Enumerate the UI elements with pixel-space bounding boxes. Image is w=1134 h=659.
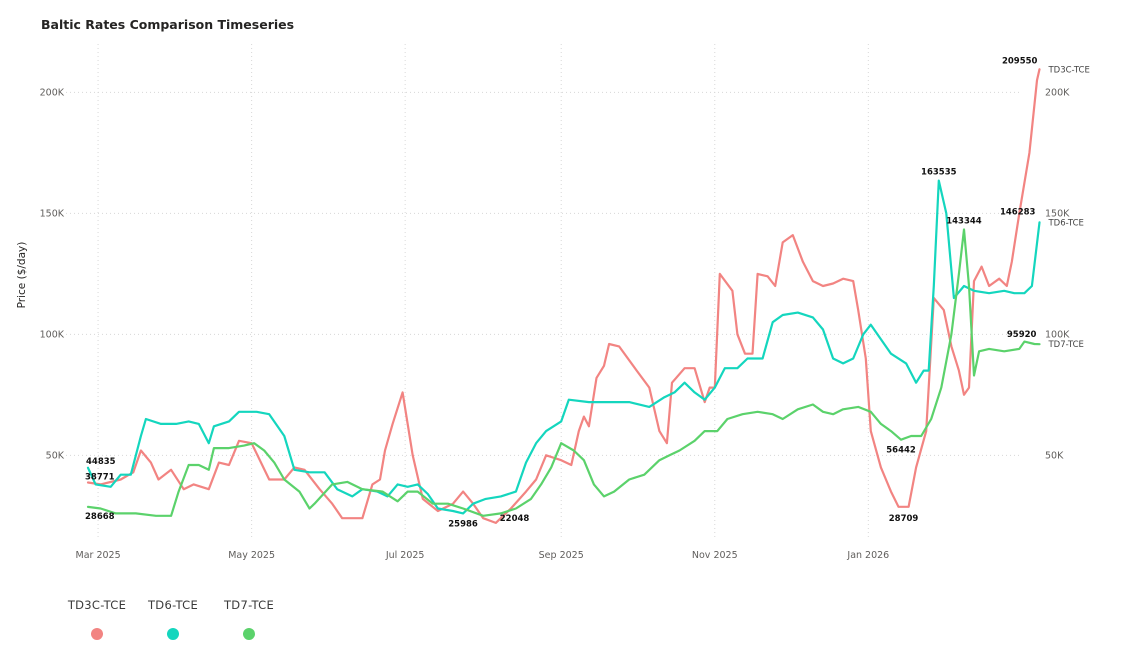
data-label: 95920 — [1007, 330, 1037, 340]
data-label: 28668 — [85, 512, 115, 522]
legend-item-td6[interactable]: TD6-TCE — [142, 598, 204, 640]
y-axis-title: Price ($/day) — [16, 242, 28, 309]
series-line-td3c-tce — [86, 68, 1041, 524]
x-tick-label: May 2025 — [228, 550, 275, 561]
legend-dot-td6 — [167, 628, 179, 640]
x-tick-label: Jan 2026 — [846, 550, 889, 561]
series-end-label: TD6-TCE — [1047, 218, 1083, 228]
y-axis-left: 50K 100K 150K 200K — [40, 87, 65, 461]
data-label: 44835 — [86, 457, 116, 467]
y-tick-label: 150K — [40, 208, 65, 219]
y-tick-label: 100K — [40, 329, 65, 340]
x-tick-label: Nov 2025 — [692, 550, 738, 561]
legend-dot-td7 — [243, 628, 255, 640]
x-axis: Mar 2025 May 2025 Jul 2025 Sep 2025 Nov 2025… — [76, 550, 890, 561]
series-line-td7-tce — [86, 228, 1041, 517]
legend-dot-td3c — [91, 628, 103, 640]
data-label: 22048 — [500, 514, 530, 524]
data-label: 146283 — [1000, 207, 1036, 217]
data-label: 38771 — [85, 472, 115, 482]
x-tick-label: Jul 2025 — [385, 550, 425, 561]
legend: TD3C-TCE TD6-TCE TD7-TCE — [66, 598, 280, 640]
data-label: 28709 — [889, 514, 919, 524]
y-tick-label-right: 200K — [1045, 87, 1070, 98]
gridlines — [66, 44, 1020, 540]
series-end-label: TD3C-TCE — [1047, 65, 1089, 75]
series-line-td6-tce — [86, 179, 1041, 515]
legend-item-td7[interactable]: TD7-TCE — [218, 598, 280, 640]
data-label: 209550 — [1002, 56, 1038, 66]
x-tick-label: Sep 2025 — [539, 550, 584, 561]
chart-plot: 50K 100K 150K 200K 50K 100K 150K 200K Mar 2025… — [16, 44, 1090, 561]
legend-item-td3c[interactable]: TD3C-TCE — [66, 598, 128, 640]
data-label: 25986 — [448, 519, 478, 529]
data-label: 56442 — [886, 446, 916, 456]
y-tick-label: 200K — [40, 87, 65, 98]
y-tick-label-right: 100K — [1045, 329, 1070, 340]
legend-label: TD3C-TCE — [67, 598, 127, 612]
legend-label: TD6-TCE — [147, 598, 199, 612]
series-end-labels: TD3C-TCE TD6-TCE TD7-TCE — [1047, 65, 1089, 350]
data-label: 163535 — [921, 168, 957, 178]
y-tick-label: 50K — [46, 450, 65, 461]
y-axis-right: 50K 100K 150K 200K — [1045, 87, 1070, 461]
legend-label: TD7-TCE — [223, 598, 275, 612]
y-tick-label-right: 50K — [1045, 450, 1064, 461]
series-lines — [86, 68, 1041, 524]
series-end-label: TD7-TCE — [1047, 340, 1083, 350]
y-tick-label-right: 150K — [1045, 208, 1070, 219]
data-labels: 38771 22048 28709 209550 44835 25986 163535 146… — [85, 56, 1038, 529]
chart-title: Baltic Rates Comparison Timeseries — [41, 17, 295, 32]
x-tick-label: Mar 2025 — [76, 550, 121, 561]
data-label: 143344 — [946, 216, 982, 226]
